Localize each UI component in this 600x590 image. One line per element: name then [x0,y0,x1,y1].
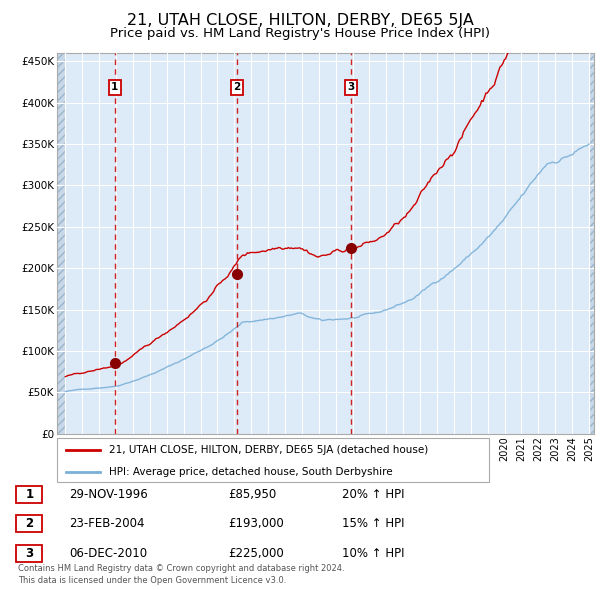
Text: 2: 2 [25,517,34,530]
Text: HPI: Average price, detached house, South Derbyshire: HPI: Average price, detached house, Sout… [109,467,392,477]
Text: 2: 2 [233,83,241,93]
Text: £193,000: £193,000 [228,517,284,530]
Text: 15% ↑ HPI: 15% ↑ HPI [342,517,404,530]
Text: 3: 3 [25,547,34,560]
Text: Contains HM Land Registry data © Crown copyright and database right 2024.
This d: Contains HM Land Registry data © Crown c… [18,565,344,585]
Text: 3: 3 [347,83,355,93]
Bar [589,53,594,434]
Text: 21, UTAH CLOSE, HILTON, DERBY, DE65 5JA (detached house): 21, UTAH CLOSE, HILTON, DERBY, DE65 5JA … [109,445,428,455]
Bar [589,53,594,434]
Text: 23-FEB-2004: 23-FEB-2004 [69,517,145,530]
Text: Price paid vs. HM Land Registry's House Price Index (HPI): Price paid vs. HM Land Registry's House … [110,27,490,40]
Bar [57,53,65,434]
Text: 1: 1 [111,83,118,93]
Text: £85,950: £85,950 [228,488,276,501]
Text: 29-NOV-1996: 29-NOV-1996 [69,488,148,501]
Text: 21, UTAH CLOSE, HILTON, DERBY, DE65 5JA: 21, UTAH CLOSE, HILTON, DERBY, DE65 5JA [127,13,473,28]
Text: 1: 1 [25,488,34,501]
Text: £225,000: £225,000 [228,547,284,560]
Text: 20% ↑ HPI: 20% ↑ HPI [342,488,404,501]
Text: 10% ↑ HPI: 10% ↑ HPI [342,547,404,560]
Text: 06-DEC-2010: 06-DEC-2010 [69,547,147,560]
Bar [57,53,65,434]
